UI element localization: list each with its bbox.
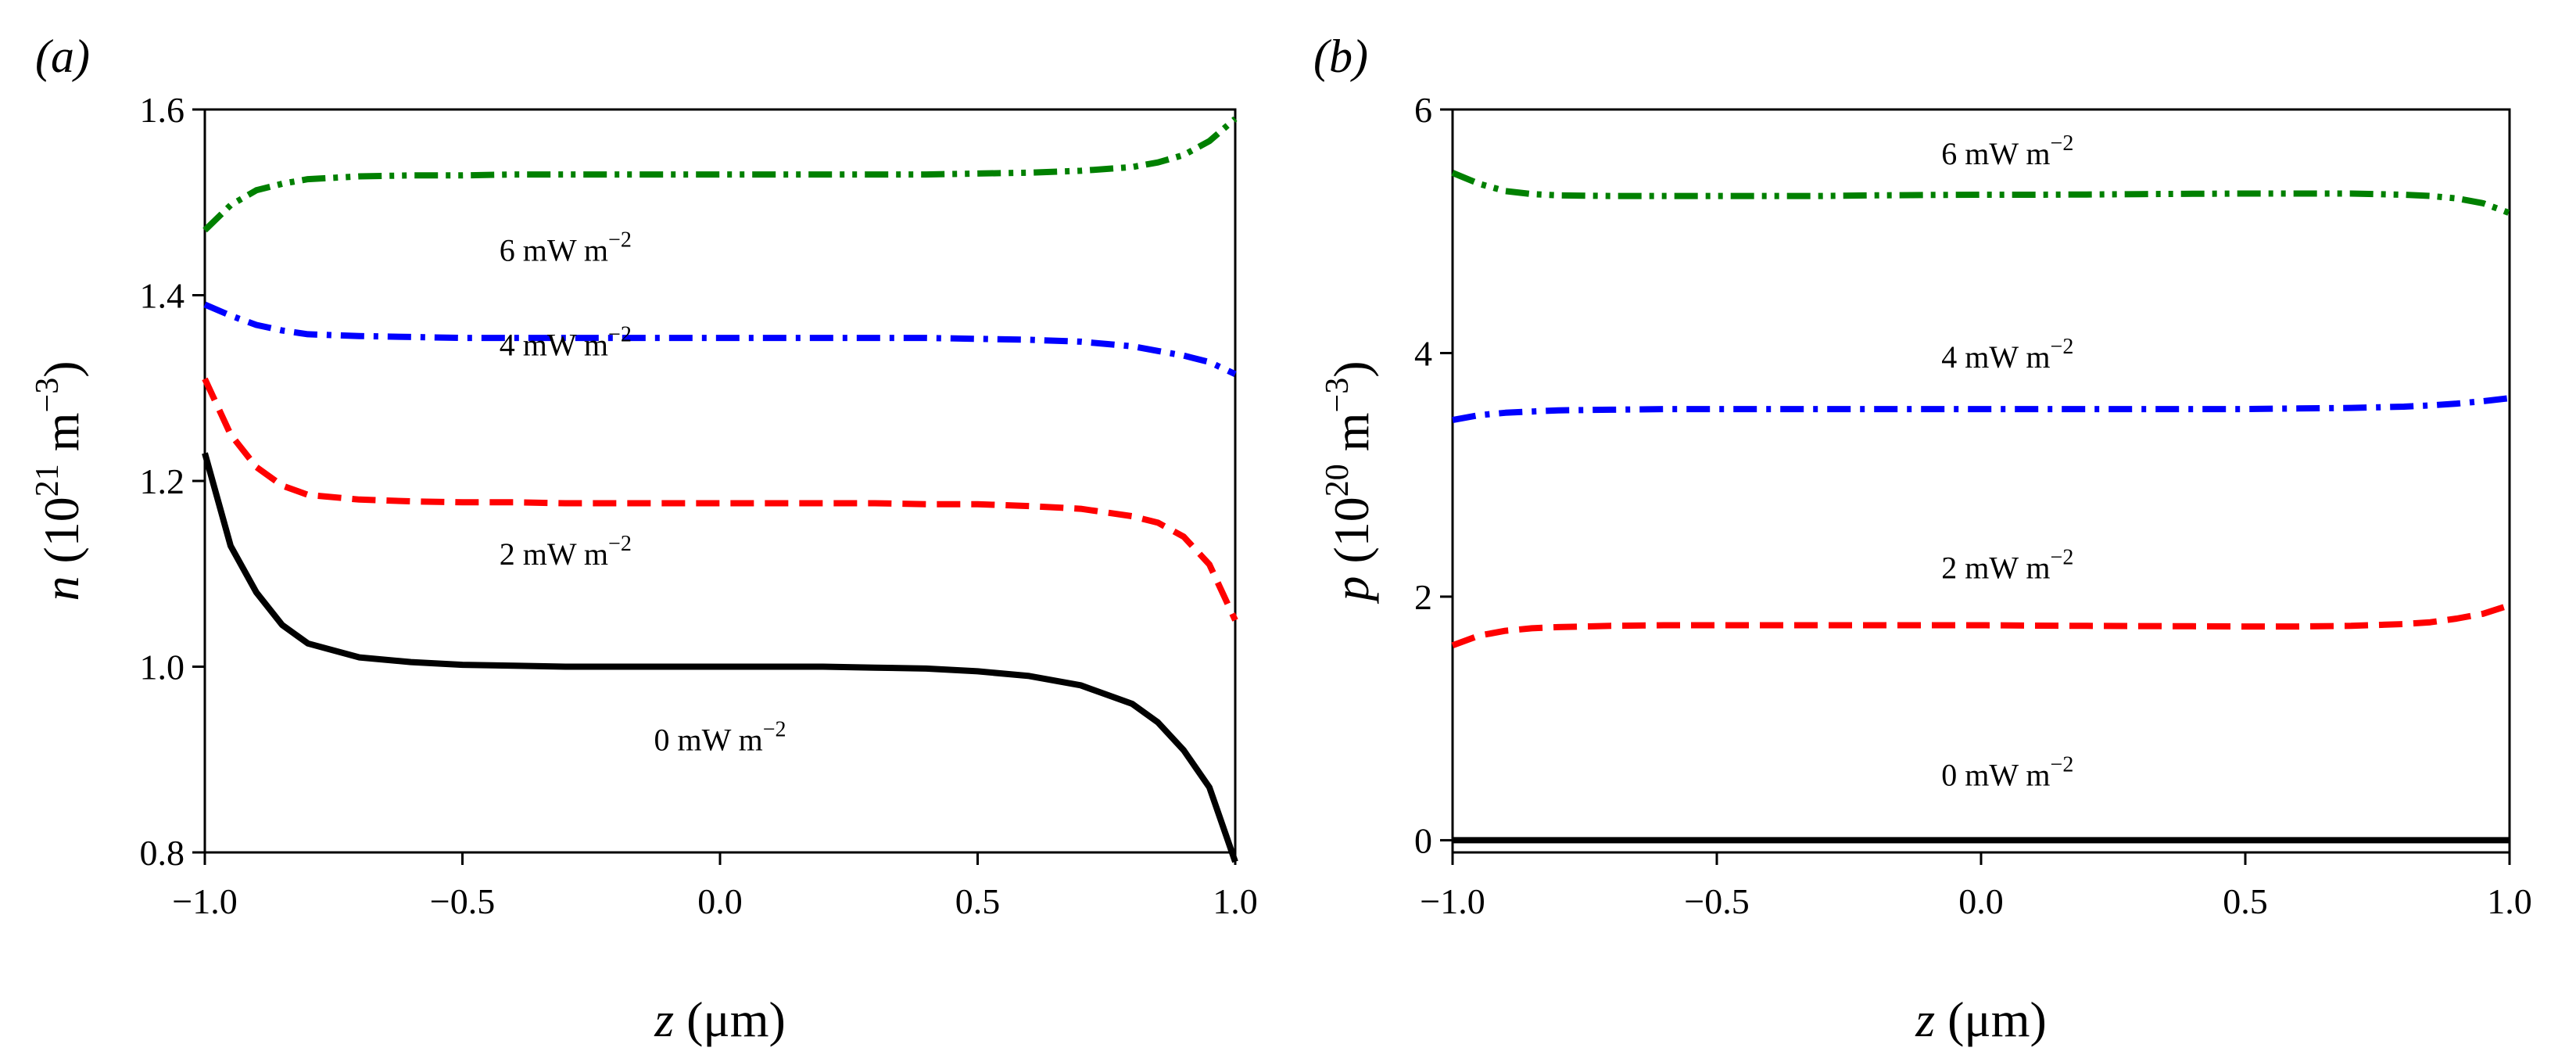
y-tick-label: 1.4 (140, 276, 185, 316)
y-tick-label: 0.8 (140, 833, 185, 873)
panel-a: −1.0 −0.5 0.0 0.5 1.0 0.8 1.0 1.2 1.4 1.6 0 mW m−2… (30, 30, 1258, 1047)
series-label: 4 mW m−2 (1941, 335, 2073, 375)
x-tick-label: 0.0 (1958, 881, 2004, 921)
panel-label: (b) (1313, 30, 1368, 82)
series-line (202, 116, 1238, 233)
x-tick-label: −0.5 (430, 881, 495, 921)
x-tick-label: −1.0 (1420, 881, 1485, 921)
y-tick-label: 6 (1414, 90, 1432, 130)
y-tick-label: 4 (1414, 333, 1432, 373)
x-tick-label: −1.0 (172, 881, 237, 921)
x-tick-label: 1.0 (1213, 881, 1258, 921)
y-tick-label: 0 (1414, 820, 1432, 860)
x-tick-label: −0.5 (1684, 881, 1749, 921)
x-axis-label: z (μm) (1915, 992, 2047, 1047)
series-line (202, 452, 1238, 863)
series-label: 4 mW m−2 (500, 323, 632, 363)
x-tick-label: 0.5 (2223, 881, 2268, 921)
series-label: 0 mW m−2 (1941, 752, 2073, 792)
y-tick-label: 1.0 (140, 648, 185, 687)
x-tick-label: 0.0 (697, 881, 743, 921)
x-tick-label: 0.5 (955, 881, 1001, 921)
series-label: 6 mW m−2 (500, 228, 632, 268)
series-label: 6 mW m−2 (1941, 131, 2073, 171)
panel-b: −1.0 −0.5 0.0 0.5 1.0 0 2 4 6 0 mW m−2 2 mW m−2 4 m… (1313, 30, 2532, 1047)
series-line (1451, 602, 2511, 648)
series-label: 2 mW m−2 (1941, 546, 2073, 586)
y-tick-label: 1.2 (140, 461, 185, 501)
series-line (1452, 395, 2510, 424)
series-label: 0 mW m−2 (654, 717, 786, 757)
series-line (203, 301, 1237, 378)
y-tick-label: 2 (1414, 577, 1432, 617)
panel-label: (a) (35, 30, 90, 82)
x-tick-label: 1.0 (2487, 881, 2532, 921)
y-axis-label: n (1021 m−3) (30, 361, 89, 601)
y-axis-label: p (1020 m−3) (1320, 361, 1379, 604)
series-label: 2 mW m−2 (500, 532, 632, 572)
x-axis-label: z (μm) (654, 992, 786, 1047)
y-tick-label: 1.6 (140, 90, 185, 130)
